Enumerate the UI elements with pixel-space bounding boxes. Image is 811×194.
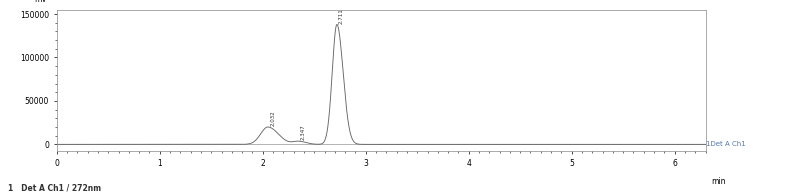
Text: 1Det A Ch1: 1Det A Ch1 <box>706 140 746 146</box>
X-axis label: min: min <box>711 177 726 186</box>
Text: 2.711: 2.711 <box>339 8 344 24</box>
Text: 2.347: 2.347 <box>301 124 306 140</box>
Text: 2.032: 2.032 <box>270 111 276 126</box>
Y-axis label: mV: mV <box>34 0 47 4</box>
Text: 1   Det A Ch1 / 272nm: 1 Det A Ch1 / 272nm <box>8 183 101 192</box>
